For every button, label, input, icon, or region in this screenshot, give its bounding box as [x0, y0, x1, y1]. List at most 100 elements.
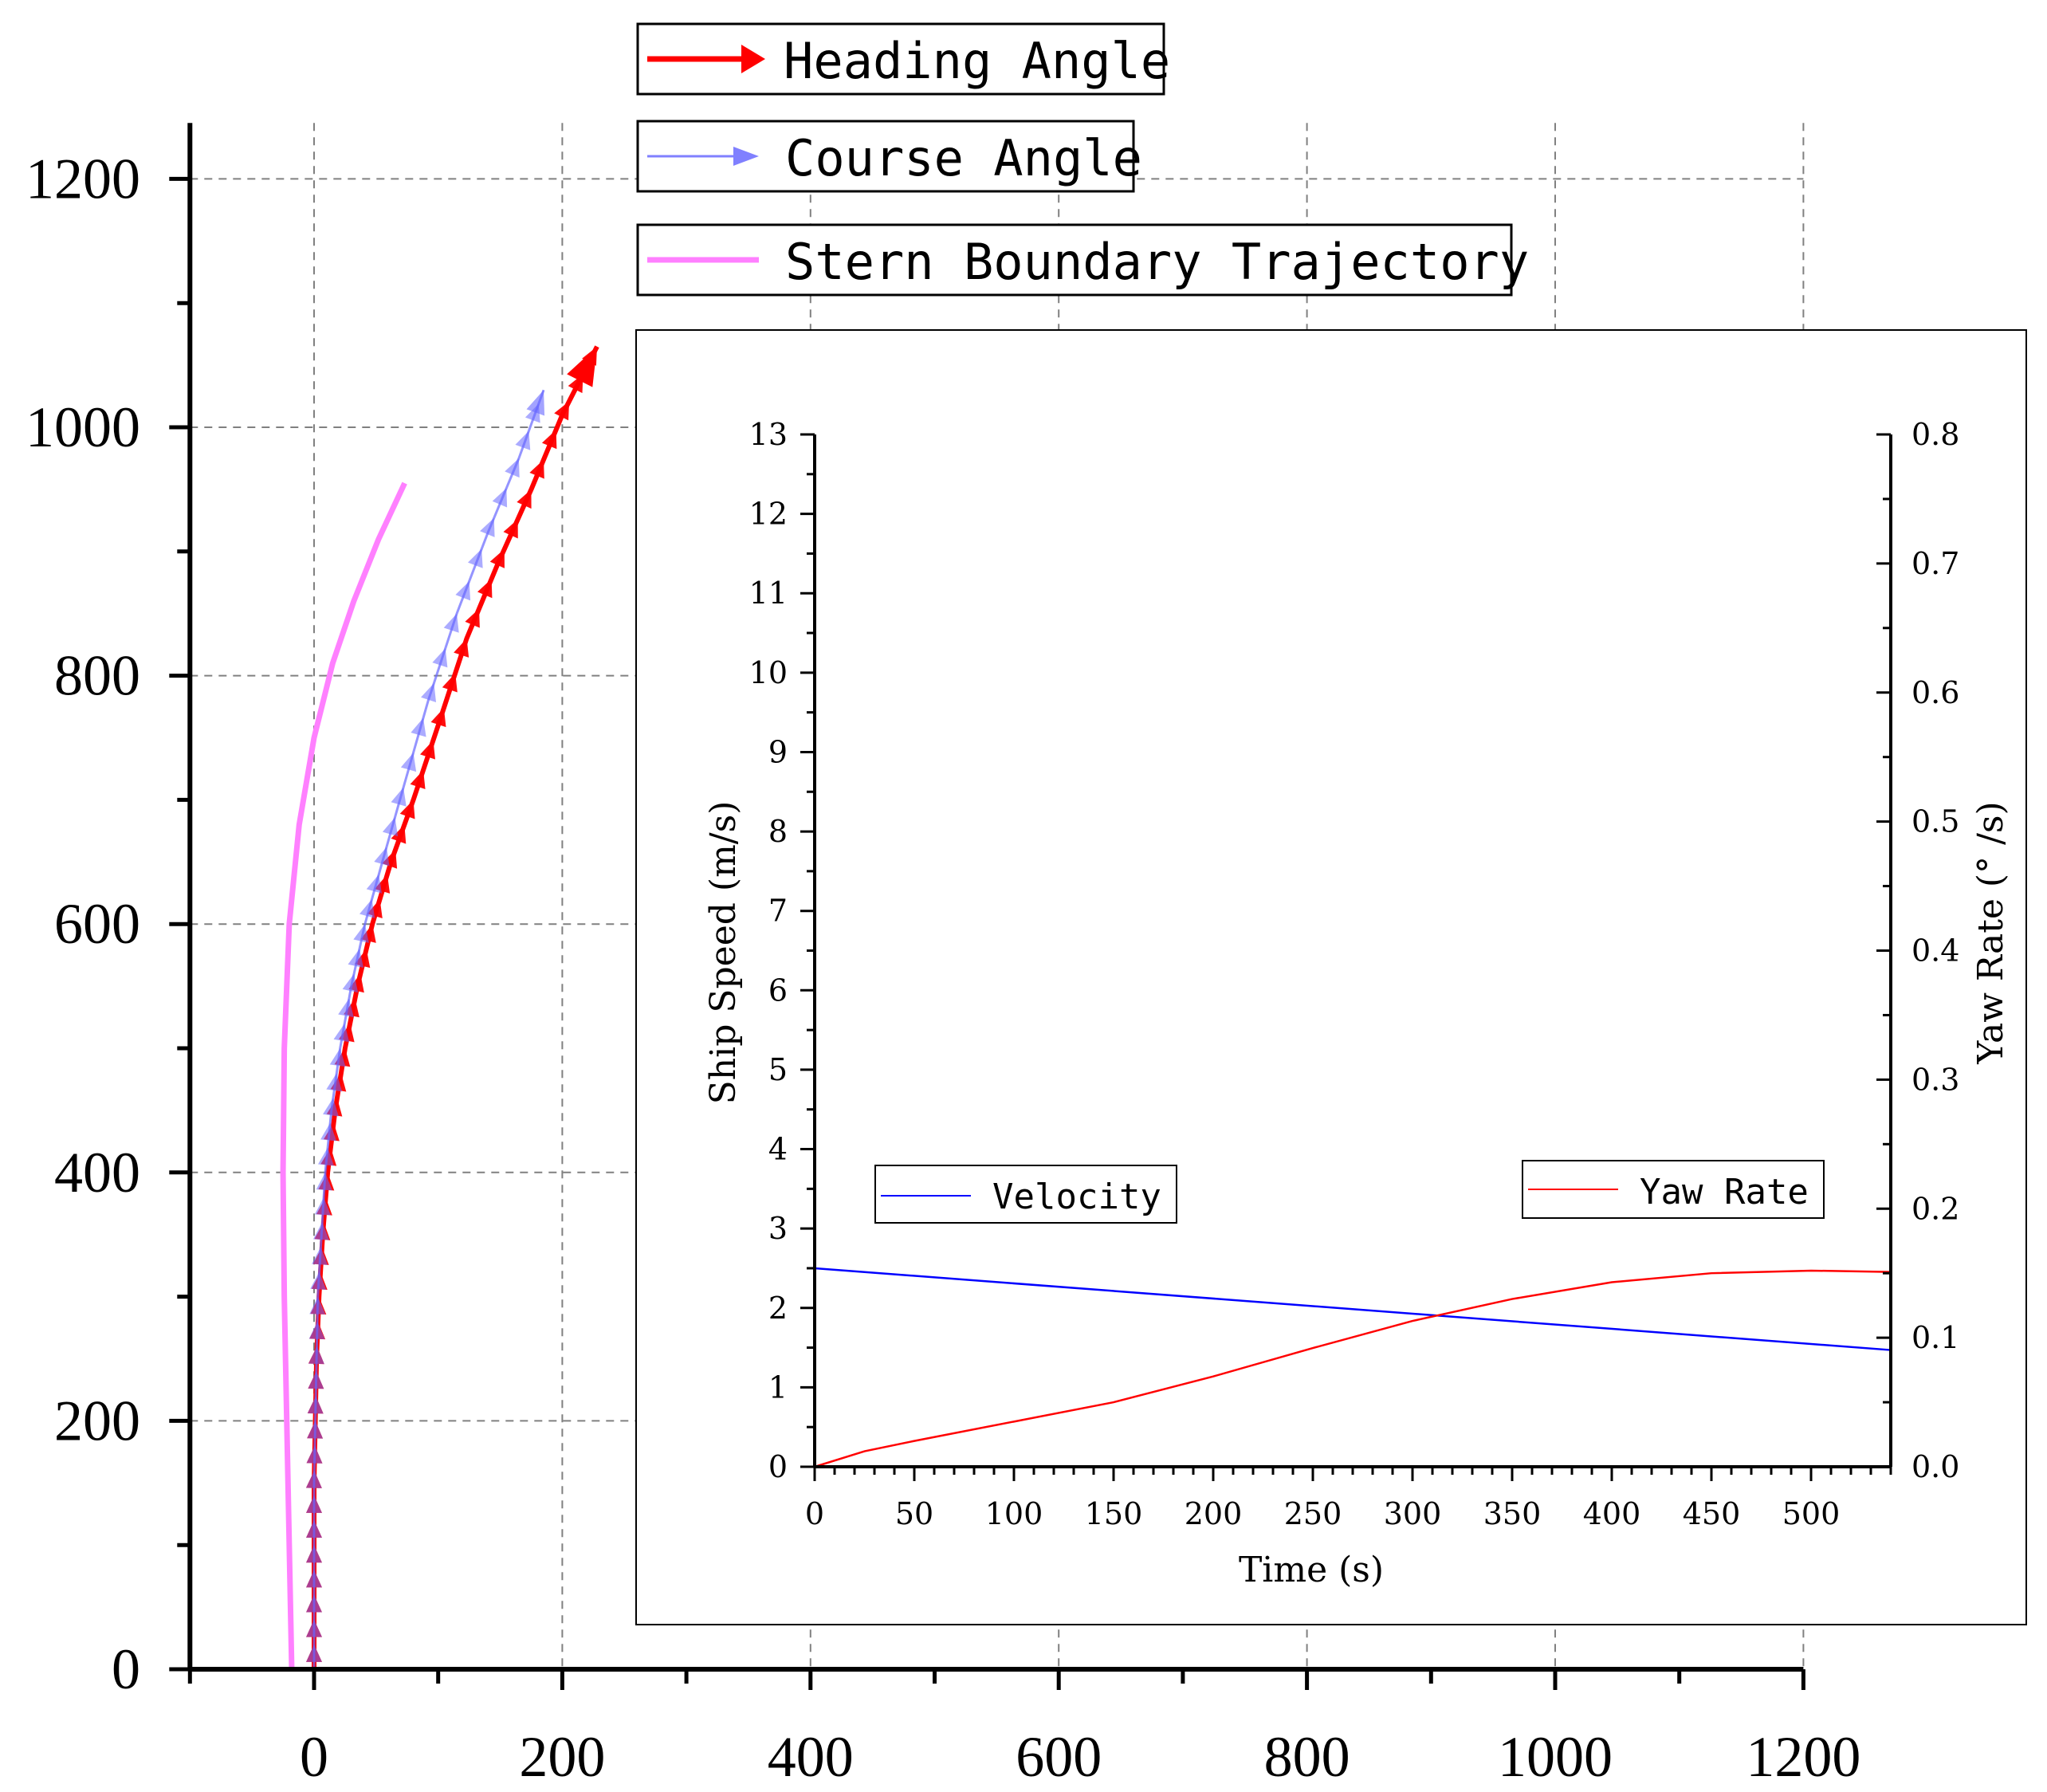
main-x-tick-label: 600 [1016, 1725, 1102, 1789]
main-y-tick-label: 400 [54, 1141, 140, 1204]
inset-y-tick-label: 12 [749, 497, 788, 532]
heading-angle-arrow-marker [517, 489, 532, 509]
heading-angle-arrow-head [567, 346, 597, 387]
legend-yaw-rate-label: Yaw Rate [1640, 1172, 1809, 1212]
heading-angle-arrow-marker [430, 708, 446, 728]
legend-stern-boundary: Stern Boundary Trajectory [636, 223, 1529, 297]
inset-y-tick-label: 4 [768, 1132, 788, 1167]
heading-angle-arrow-marker [442, 673, 458, 693]
legend-course-angle-label: Course Angle [785, 129, 1142, 187]
inset-x-tick-label: 350 [1483, 1496, 1542, 1531]
course-angle-arrow-marker [308, 1371, 324, 1389]
course-angle-arrow-marker [316, 1172, 332, 1191]
inset-y-tick-label: 6 [768, 973, 788, 1008]
inset-y2-tick-label: 0.0 [1911, 1449, 1959, 1484]
course-angle-arrow-marker [306, 1594, 322, 1613]
inset-y-tick-label: 2 [768, 1291, 788, 1326]
inset-y2-tick-label: 0.2 [1911, 1191, 1959, 1226]
main-plot-area [280, 345, 599, 1670]
heading-angle-arrow-marker [503, 519, 518, 539]
course-angle-arrow-marker [310, 1271, 327, 1290]
course-angle-arrow-marker [320, 1122, 337, 1142]
course-angle-arrow-marker [306, 1495, 322, 1513]
course-angle-arrow-marker [306, 1570, 322, 1588]
inset-y-axis-title: Ship Speed (m/s) [703, 801, 744, 1105]
inset-x-tick-label: 150 [1085, 1496, 1143, 1531]
course-angle-arrow-marker [467, 548, 483, 568]
course-angle-arrow-marker [492, 488, 508, 508]
course-angle-arrow-marker [348, 949, 364, 968]
course-angle-arrow-marker [305, 1470, 322, 1488]
heading-angle-arrow-marker [410, 770, 426, 790]
inset-y2-tick-label: 0.1 [1911, 1320, 1959, 1355]
inset-axes: 0 50 100 150 200 250 300 350 400 450 5000123456789… [749, 417, 1960, 1531]
inset-y-tick-label: 5 [768, 1052, 788, 1087]
legend-velocity: Velocity [874, 1165, 1177, 1224]
inset-x-tick-label: 300 [1384, 1496, 1442, 1531]
course-angle-arrow-marker [323, 1098, 339, 1117]
inset-plot-area [814, 1267, 1892, 1468]
course-angle-arrow-marker [374, 847, 390, 867]
legend-heading-angle-arrow-icon [741, 45, 765, 73]
main-x-tick-label: 1000 [1498, 1725, 1613, 1789]
course-angle-arrow-marker [411, 717, 426, 737]
course-angle-arrow-marker [306, 1644, 322, 1662]
series-velocity [814, 1267, 1892, 1351]
course-angle-arrow-marker [480, 517, 495, 537]
main-x-tick-label: 0 [300, 1725, 328, 1789]
inset-x-axis-title: Time (s) [1239, 1550, 1384, 1590]
course-angle-arrow-marker [505, 458, 520, 478]
inset-y-tick-label: 7 [768, 894, 788, 929]
inset-x-tick-label: 250 [1284, 1496, 1342, 1531]
course-angle-arrow-marker [421, 682, 437, 702]
course-angle-arrow-marker [338, 998, 354, 1018]
heading-angle-arrow-marker [489, 548, 505, 568]
inset-x-tick-label: 450 [1683, 1496, 1741, 1531]
course-angle-arrow-marker [359, 899, 375, 918]
inset-y2-tick-label: 0.6 [1911, 675, 1959, 710]
course-angle-arrow-marker [353, 924, 369, 943]
main-y-tick-label: 1000 [26, 395, 140, 459]
inset-x-tick-label: 200 [1185, 1496, 1243, 1531]
inset-x-tick-label: 0 [805, 1496, 824, 1531]
course-angle-arrow-marker [366, 874, 382, 894]
course-angle-arrow-marker [306, 1445, 323, 1464]
course-angle-arrow-marker [329, 1048, 346, 1067]
main-y-tick-label: 800 [54, 644, 140, 708]
inset-panel [635, 329, 2027, 1625]
course-angle-arrow-marker [308, 1346, 324, 1365]
course-angle-arrow-marker [306, 1545, 322, 1563]
inset-x-tick-label: 400 [1583, 1496, 1641, 1531]
course-angle-arrow-marker [309, 1296, 326, 1315]
main-x-tick-label: 800 [1264, 1725, 1350, 1789]
inset-y-tick-label: 10 [749, 655, 788, 690]
course-angle-arrow-marker [314, 1197, 331, 1216]
course-angle-arrow-marker [306, 1520, 322, 1539]
inset-y2-tick-label: 0.7 [1911, 546, 1959, 581]
heading-angle-arrow-marker [420, 740, 436, 760]
course-angle-arrow-head [526, 390, 545, 416]
course-angle-arrow-marker [515, 430, 531, 450]
inset-y2-tick-label: 0.8 [1911, 417, 1959, 452]
legend-heading-angle: Heading Angle [636, 22, 1170, 96]
course-angle-arrow-marker [307, 1421, 324, 1439]
heading-angle-arrow-marker [399, 800, 415, 819]
legend-yaw-rate: Yaw Rate [1522, 1160, 1825, 1219]
course-angle-arrow-marker [317, 1147, 334, 1166]
main-x-tick-label: 200 [519, 1725, 605, 1789]
main-x-tick-label: 1200 [1746, 1725, 1860, 1789]
heading-angle-arrow-marker [554, 401, 570, 421]
course-angle-arrow-marker [432, 648, 448, 668]
course-angle-arrow-marker [382, 817, 399, 837]
inset-x-tick-label: 100 [985, 1496, 1043, 1531]
heading-angle-arrow-marker [477, 579, 493, 599]
legend-course-angle-arrow-icon [733, 147, 759, 166]
inset-x-tick-label: 50 [895, 1496, 933, 1531]
main-axes: 0 200 400 600 800 1000 12000200400600800100012… [26, 123, 1860, 1789]
course-angle-arrow-marker [443, 613, 459, 633]
course-angle-arrow-marker [400, 753, 417, 772]
inset-y-tick-label: 9 [768, 734, 788, 769]
heading-angle-arrow-marker [391, 824, 407, 844]
main-x-tick-label: 400 [768, 1725, 854, 1789]
main-y-tick-label: 1200 [26, 147, 140, 210]
